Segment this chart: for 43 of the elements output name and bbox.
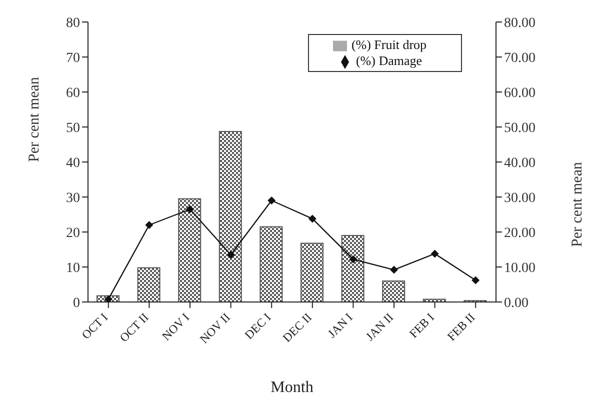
bar (341, 235, 364, 302)
point (145, 221, 154, 229)
point (390, 266, 398, 274)
bar (218, 131, 242, 302)
y-tick-label: 0 (73, 296, 80, 311)
y2-tick-label: 50.00 (504, 120, 536, 136)
y2-tick-label: 70.00 (504, 50, 536, 66)
y-tick-label: 50 (66, 120, 80, 136)
y-tick-label: 60 (66, 86, 80, 101)
bar (382, 280, 406, 302)
y2-tick-label: 80.00 (504, 16, 536, 31)
y-tick-label: 80 (66, 16, 80, 31)
y2-tick-label: 10.00 (504, 260, 536, 276)
point (186, 205, 194, 214)
bar (178, 198, 202, 302)
point (226, 250, 235, 259)
x-axis-title: Month (270, 379, 314, 396)
x-tick-label: FEB II (444, 310, 478, 344)
bar (137, 267, 160, 302)
legend-label: (%) Damage (356, 53, 422, 68)
point (268, 196, 276, 204)
y-tick-label: 20 (66, 226, 80, 241)
bar (260, 226, 283, 302)
y2-tick-label: 30.00 (504, 190, 536, 206)
y-tick-label: 70 (66, 50, 80, 66)
y-axis-title: Per cent mean (26, 76, 42, 162)
point (104, 295, 112, 302)
point (349, 255, 358, 264)
y2-tick-label: 60.00 (504, 86, 536, 101)
y-tick-label: 40 (66, 156, 80, 171)
point (472, 276, 480, 284)
legend-label: (%) Fruit drop (351, 37, 427, 52)
x-tick-label: FEB I (406, 310, 437, 341)
y-tick-label: 30 (66, 190, 80, 206)
y2-tick-label: 20.00 (504, 226, 536, 241)
y2-axis-title: Per cent mean (569, 162, 586, 247)
point (430, 250, 439, 258)
y2-tick-label: 0.00 (504, 296, 528, 311)
bar (300, 242, 324, 302)
point (308, 214, 316, 223)
y2-tick-label: 40.00 (504, 156, 536, 171)
bar (422, 298, 446, 302)
y-tick-label: 10 (66, 260, 80, 276)
